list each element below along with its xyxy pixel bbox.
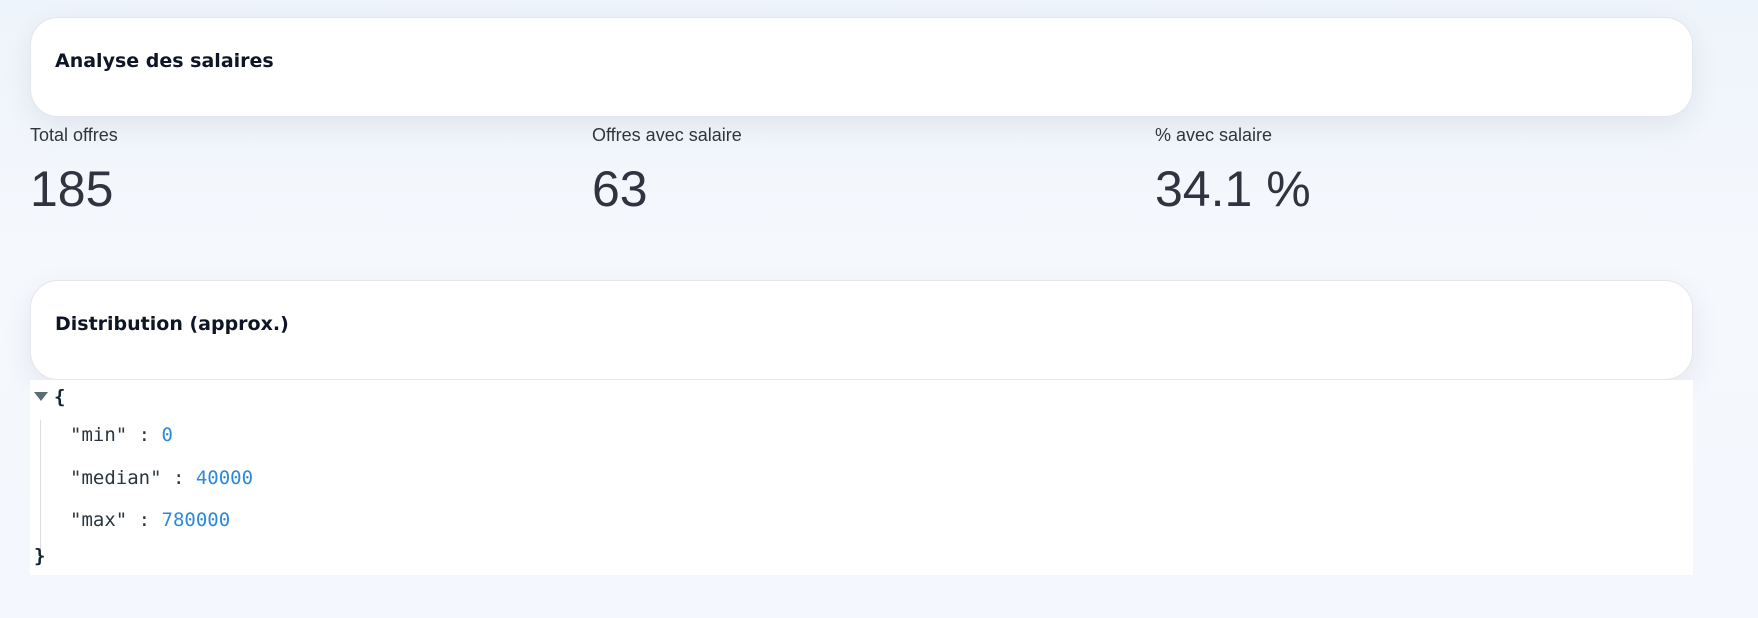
metric-value: 63 — [592, 161, 648, 217]
json-value: 0 — [161, 424, 173, 446]
section-title: Distribution (approx.) — [55, 313, 289, 335]
json-key: "median" — [70, 467, 162, 489]
collapse-toggle-icon[interactable] — [34, 392, 48, 401]
json-viewer: { "min" : 0 "median" : 40000 "max" : 780… — [30, 380, 1693, 575]
distribution-card: Distribution (approx.) — [30, 280, 1693, 380]
json-key: "min" — [70, 424, 128, 446]
metric-value: 34.1 % — [1155, 161, 1311, 217]
json-colon: : — [127, 424, 162, 446]
json-entry: "max" : 780000 — [70, 509, 230, 531]
metric-pct-avec-salaire: % avec salaire 34.1 % — [1155, 125, 1311, 218]
json-key: "max" — [70, 509, 128, 531]
metric-total-offres: Total offres 185 — [30, 125, 118, 218]
metric-label: Offres avec salaire — [592, 125, 742, 145]
metric-label: Total offres — [30, 125, 118, 145]
indent-guide — [40, 420, 41, 552]
close-brace: } — [34, 545, 46, 567]
json-value: 40000 — [195, 467, 254, 489]
metric-offres-avec-salaire: Offres avec salaire 63 — [592, 125, 742, 218]
title-card: Analyse des salaires — [30, 17, 1693, 117]
metric-value: 185 — [30, 161, 114, 217]
metric-label: % avec salaire — [1155, 125, 1273, 145]
json-entry: "min" : 0 — [70, 424, 173, 446]
json-colon: : — [127, 509, 162, 531]
json-value: 780000 — [161, 509, 231, 531]
page-title: Analyse des salaires — [55, 50, 274, 72]
json-entry: "median" : 40000 — [70, 467, 253, 489]
json-colon: : — [161, 467, 196, 489]
open-brace: { — [54, 386, 66, 408]
